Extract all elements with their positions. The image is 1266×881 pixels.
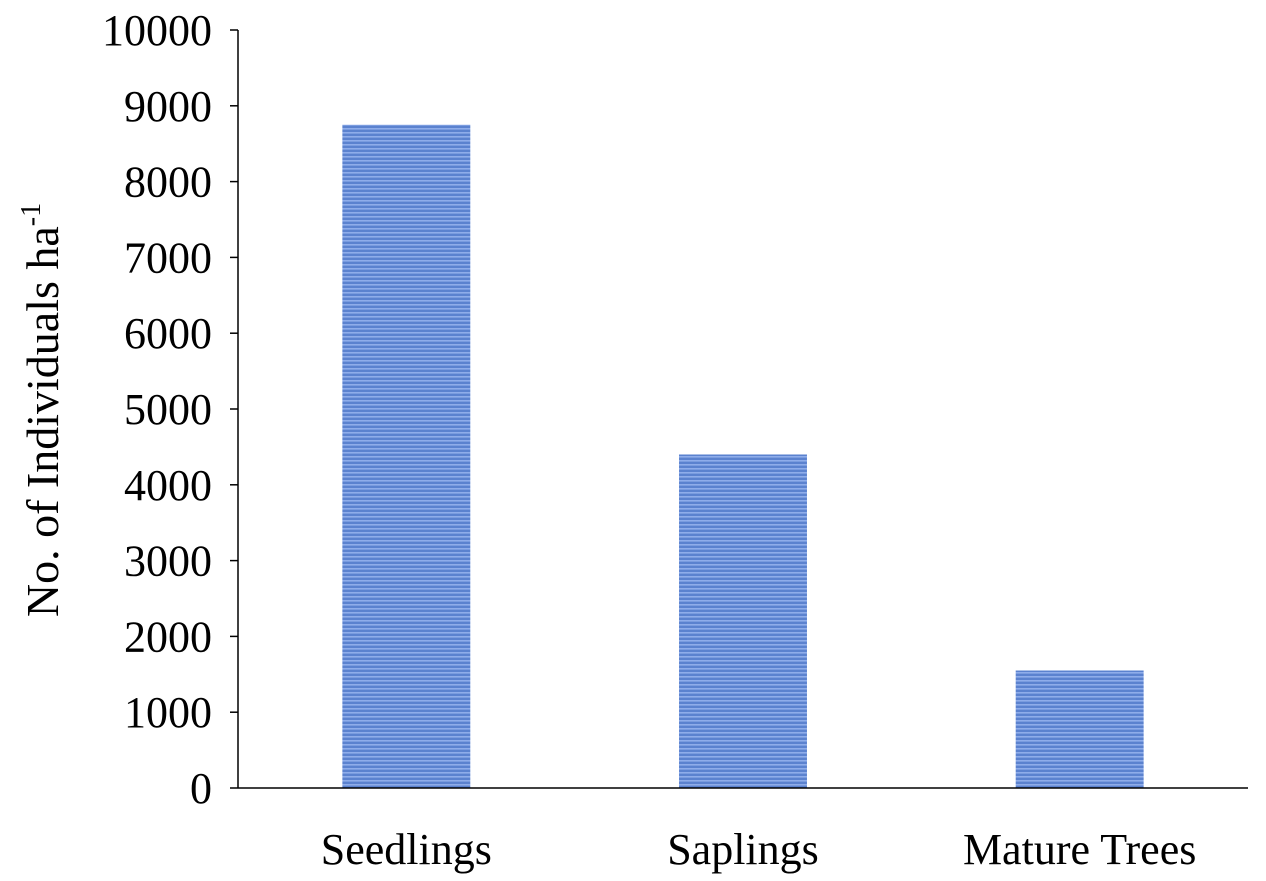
y-axis-ticks: 0 1000 2000 3000 4000 5000 6000 7000 8000 9000 100… [102,6,238,813]
bar-saplings [679,454,807,788]
y-tick-label: 3000 [124,537,212,586]
bar-mature-trees [1015,670,1144,788]
y-tick-label: 7000 [124,233,212,282]
y-axis-title-main: No. of Individuals ha [17,226,68,617]
y-tick-label: 9000 [124,82,212,131]
x-category-label: Mature Trees [963,825,1196,874]
y-tick-label: 1000 [124,688,212,737]
y-axis-title: No. of Individuals ha-1 [16,203,68,617]
x-category-label: Saplings [667,825,819,874]
y-tick-label: 0 [190,764,212,813]
y-tick-label: 5000 [124,385,212,434]
x-axis-labels: Seedlings Saplings Mature Trees [321,825,1197,874]
bars [342,124,1144,788]
bar-seedlings [342,124,471,788]
y-tick-label: 4000 [124,461,212,510]
y-axis-title-superscript: -1 [16,203,47,226]
y-tick-label: 6000 [124,309,212,358]
y-tick-label: 2000 [124,612,212,661]
y-tick-label: 10000 [102,6,212,55]
x-category-label: Seedlings [321,825,492,874]
y-tick-label: 8000 [124,158,212,207]
